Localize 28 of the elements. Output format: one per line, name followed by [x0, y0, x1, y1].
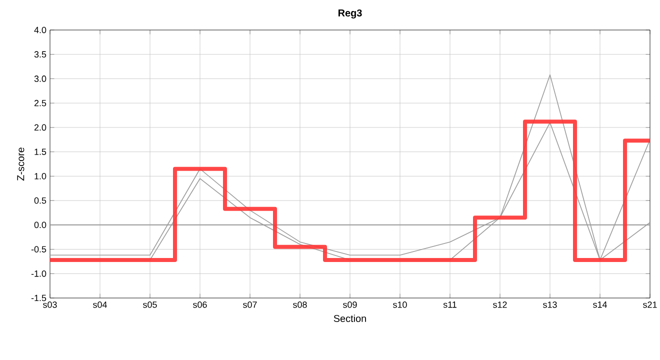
y-tick-label: -0.5 [31, 246, 46, 252]
x-axis-title: Section [334, 314, 366, 322]
x-tick-label: s11 [443, 302, 456, 308]
y-tick-label: -1.0 [31, 270, 46, 277]
x-tick-label: s13 [543, 302, 557, 308]
y-tick-label: 3.5 [34, 51, 46, 58]
chart-title: Reg3 [338, 9, 362, 18]
x-tick-label: s04 [93, 302, 107, 308]
y-axis-title: Z-score [17, 148, 24, 181]
x-tick-label: s09 [343, 302, 357, 308]
y-tick-label: 0.5 [34, 197, 46, 204]
y-tick-label: 0.0 [34, 222, 46, 228]
y-tick-label: -1.5 [31, 294, 46, 302]
x-tick-label: s08 [293, 302, 307, 308]
x-tick-label: s05 [143, 302, 157, 308]
x-tick-label: s21 [643, 302, 657, 308]
y-tick-label: 3.0 [34, 76, 46, 82]
x-tick-label: s14 [593, 302, 607, 308]
y-tick-label: 1.0 [34, 173, 46, 180]
x-tick-label: s12 [493, 302, 507, 308]
y-tick-label: 1.5 [34, 148, 46, 155]
y-tick-label: 4.0 [34, 26, 46, 34]
x-tick-label: s10 [393, 302, 407, 308]
y-tick-label: 2.5 [34, 100, 46, 106]
x-tick-label: s06 [193, 302, 207, 308]
y-tick-label: 2.0 [34, 124, 46, 131]
x-tick-label: s07 [243, 302, 257, 308]
x-tick-label: s03 [43, 302, 57, 308]
